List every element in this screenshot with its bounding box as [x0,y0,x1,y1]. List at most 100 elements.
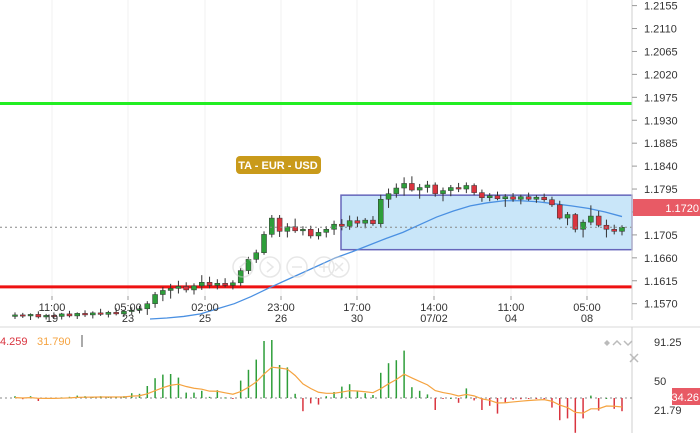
candle [144,301,151,315]
candle [269,215,275,238]
candle [479,189,485,202]
oscillator-bar [473,398,475,401]
time-tick-time: 02:00 [191,302,219,314]
time-tick-time: 05:00 [573,302,601,314]
candle [393,183,400,198]
zoom-in-icon[interactable] [313,256,335,278]
candle [580,219,586,238]
candle [152,291,158,308]
oscillator-bar [380,372,382,398]
oscillator-bar [232,398,234,399]
oscillator-bar [216,390,219,398]
oscillator-bar [621,398,623,412]
price-tick-label: 1.2155 [644,1,678,13]
navigation-controls [232,256,350,278]
time-tick-date: 08 [581,313,593,325]
oscillator-bar [520,398,522,400]
oscillator-bar [605,398,608,399]
time-tick-time: 11:00 [498,302,525,314]
oscillator-bar [574,398,577,433]
candle [74,312,81,319]
chevron-down-icon[interactable] [623,340,633,347]
candle [113,308,119,316]
oscillator-bar [488,398,491,406]
indicator-value-tag [672,388,700,405]
oscillator-bar [208,396,211,398]
oscillator-bar [372,395,374,398]
current-price-tag: 1.1720 [633,199,700,216]
arrow-left-icon[interactable] [232,256,254,278]
candle [214,279,221,290]
candle [385,188,392,208]
panel-controls [604,339,639,363]
candle [409,176,415,192]
close-icon[interactable] [328,256,350,278]
symbol-tag[interactable]: TA - EUR - USD [236,156,321,174]
candle [82,310,88,317]
oscillator-bar [286,367,289,398]
oscillator-bar [302,398,304,412]
oscillator-bar [271,340,273,398]
indicator-tick-top: 91.25 [654,337,682,349]
oscillator-bar [169,374,172,398]
candle [261,231,267,255]
time-axis[interactable]: 11:001905:002302:002523:002617:003014:00… [39,296,601,325]
oscillator-bar [278,365,281,398]
candle [549,196,555,207]
candle [541,193,547,202]
candle [378,194,384,228]
candle [12,312,18,319]
candle [510,193,516,202]
candle [595,210,602,228]
candle [331,220,337,235]
oscillator-bar [551,398,553,408]
oscillator-bar [597,398,600,411]
price-axis[interactable]: 1.2155 1.2110 1.2065 1.2020 1.1975 1.1930 1.18… [631,0,700,320]
candle [20,312,26,318]
candle [105,310,112,318]
zoom-out-icon[interactable] [286,256,308,278]
indicator-value-2: 31.790 [37,336,71,348]
candle [455,182,462,193]
candle [346,215,353,230]
oscillator-bar [309,398,312,404]
close-icon[interactable] [629,353,639,363]
oscillator-bar [442,398,444,399]
candle [525,192,532,201]
price-tick-label: 1.1660 [644,253,678,265]
chevron-up-icon[interactable] [612,339,622,346]
indicator-panel[interactable]: 4.259 31.790 91.25 50 21.79 34.26 [0,326,700,433]
time-tick-date: 04 [505,313,517,325]
oscillator-bar [294,393,296,398]
price-tick-label: 1.2020 [644,69,678,81]
oscillator-bar [224,397,226,399]
time-tick-date: 07/02 [420,313,448,325]
oscillator-bar [512,398,514,400]
candle [300,226,306,236]
diamond-icon[interactable] [604,340,610,346]
arrow-right-icon[interactable] [259,256,281,278]
price-tick-label: 1.1975 [644,92,678,104]
indicator-current-value: 34.26 [671,392,699,404]
candle [253,249,259,263]
oscillator-bar [582,398,584,419]
oscillator-bar [325,396,328,398]
oscillator-bar [418,390,421,398]
oscillator-bar [37,398,40,401]
candle [284,223,291,238]
indicator-tick-bottom: 21.79 [654,405,682,417]
oscillator-bar [185,392,187,398]
candle [354,216,361,228]
oscillator-bar [162,374,164,398]
current-price-value: 1.1720 [665,203,699,215]
oscillator-bar [457,398,460,403]
candle [58,312,65,320]
time-tick-time: 05:00 [114,302,142,314]
candle [160,286,166,302]
candle [401,177,407,196]
time-tick-date: 26 [275,313,287,325]
oscillator-bar [154,378,156,398]
oscillator-line [14,366,623,414]
